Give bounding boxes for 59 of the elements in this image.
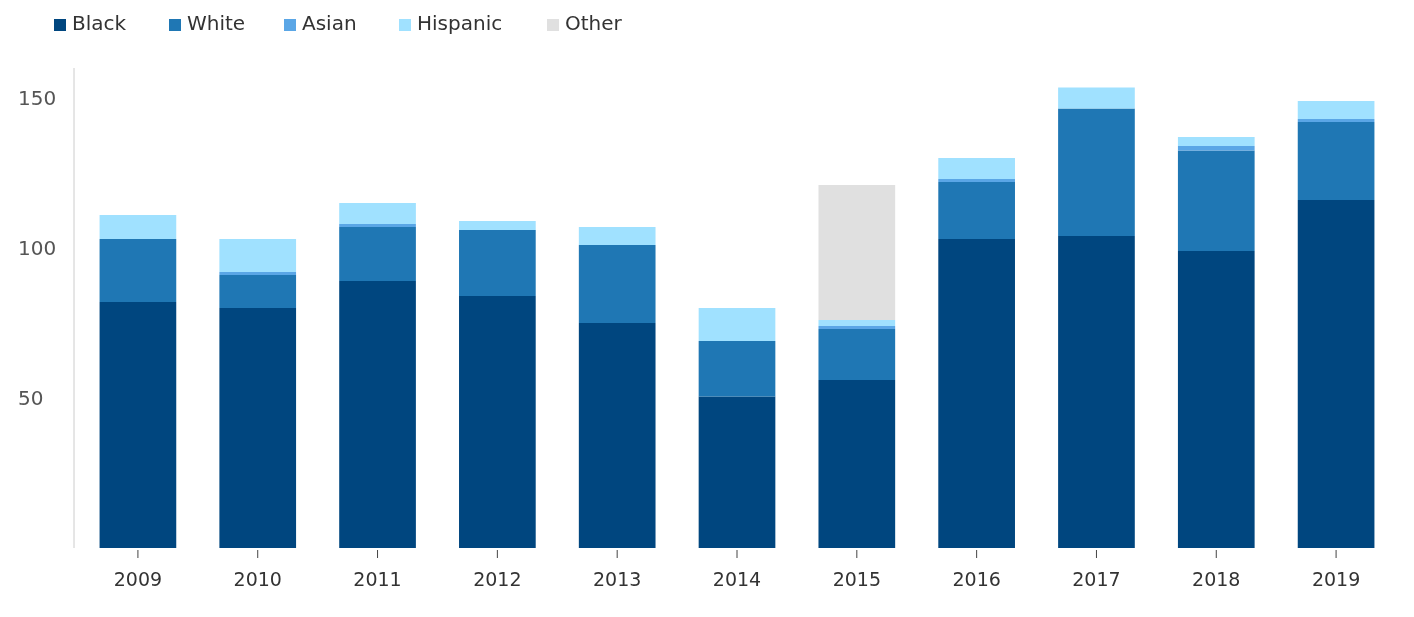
bar bbox=[459, 296, 536, 548]
bar bbox=[459, 230, 536, 296]
bar bbox=[99, 215, 177, 239]
legend-label: Black bbox=[72, 11, 127, 35]
bar bbox=[219, 308, 297, 548]
x-tick-label: 2012 bbox=[473, 568, 522, 590]
bar bbox=[578, 323, 656, 548]
bar bbox=[1177, 146, 1255, 151]
bar bbox=[818, 326, 896, 329]
x-tick-label: 2019 bbox=[1311, 568, 1361, 590]
bar bbox=[339, 203, 416, 224]
bar bbox=[1177, 150, 1255, 251]
legend-label: White bbox=[187, 11, 246, 35]
y-tick-label: 150 bbox=[18, 86, 57, 110]
y-tick-label: 50 bbox=[18, 386, 44, 410]
bar bbox=[938, 179, 1015, 182]
bar bbox=[1297, 119, 1375, 122]
bar bbox=[1058, 108, 1135, 236]
x-tick-label: 2011 bbox=[353, 568, 402, 590]
bar bbox=[698, 308, 776, 341]
x-tick-label: 2015 bbox=[832, 568, 881, 590]
bar bbox=[1297, 122, 1375, 200]
bar bbox=[578, 227, 656, 245]
bar bbox=[938, 182, 1015, 239]
bar bbox=[219, 272, 297, 275]
x-tick-label: 2013 bbox=[593, 568, 642, 590]
bar bbox=[219, 275, 297, 308]
bar bbox=[219, 239, 297, 272]
bar bbox=[1177, 251, 1255, 548]
x-tick-label: 2014 bbox=[712, 568, 762, 590]
bar bbox=[459, 221, 536, 230]
legend-label: Hispanic bbox=[417, 11, 503, 35]
bar bbox=[818, 320, 896, 326]
x-tick-label: 2016 bbox=[952, 568, 1001, 590]
bar bbox=[818, 380, 896, 548]
y-tick-label: 100 bbox=[18, 236, 57, 260]
bar bbox=[99, 302, 177, 548]
bar bbox=[339, 224, 416, 227]
bar bbox=[99, 239, 177, 302]
bar bbox=[1297, 101, 1375, 119]
bar bbox=[1058, 87, 1135, 109]
legend-label: Other bbox=[565, 11, 623, 35]
bar bbox=[339, 281, 416, 548]
bar bbox=[818, 329, 896, 380]
bar bbox=[818, 185, 896, 320]
bar bbox=[1297, 200, 1375, 548]
bar bbox=[698, 396, 776, 548]
x-tick-label: 2017 bbox=[1072, 568, 1121, 590]
x-tick-label: 2010 bbox=[233, 568, 282, 590]
bar bbox=[698, 341, 776, 397]
bar bbox=[1177, 137, 1255, 146]
x-tick-label: 2009 bbox=[113, 568, 163, 590]
legend-label: Asian bbox=[302, 11, 357, 35]
x-tick-label: 2018 bbox=[1192, 568, 1241, 590]
bar bbox=[1058, 236, 1135, 548]
bar bbox=[938, 158, 1015, 179]
bar bbox=[339, 227, 416, 281]
bar bbox=[938, 239, 1015, 548]
bar bbox=[578, 245, 656, 323]
